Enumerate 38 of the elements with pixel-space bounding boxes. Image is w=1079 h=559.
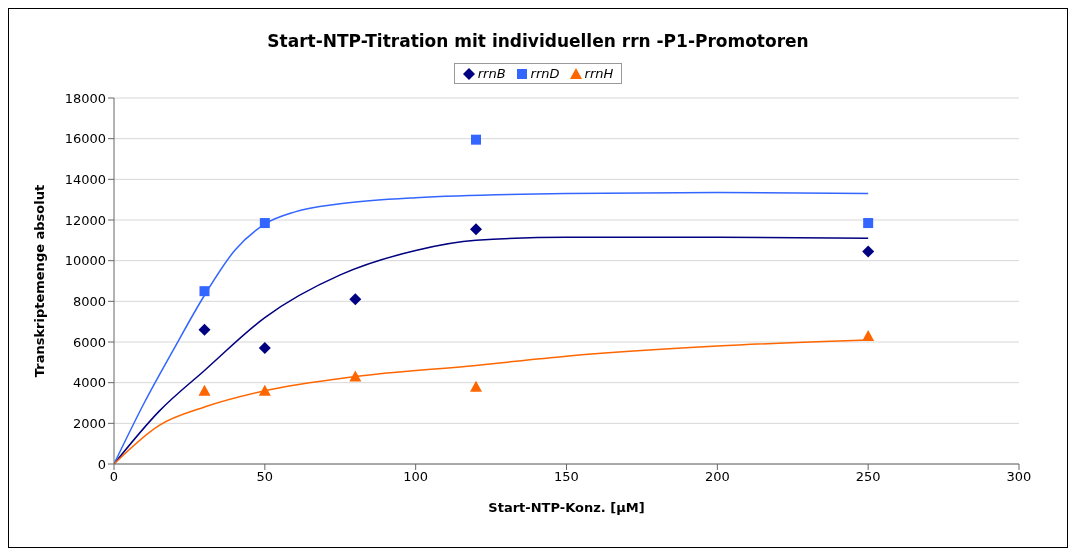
x-tick-label: 200: [704, 469, 730, 485]
x-axis-title: Start-NTP-Konz. [µM]: [488, 500, 645, 515]
line-series: [114, 191, 869, 464]
point: [349, 370, 362, 382]
x-tick-label: 150: [554, 469, 579, 485]
legend-label: rrnD: [529, 66, 560, 81]
point: [259, 218, 270, 229]
point: [198, 323, 211, 336]
y-tick-label: 14000: [64, 171, 106, 187]
y-tick-label: 4000: [72, 375, 106, 391]
point: [258, 384, 271, 396]
point: [471, 134, 481, 145]
x-tick-label: 250: [855, 469, 881, 485]
point: [199, 286, 210, 297]
y-tick-label: 0: [97, 456, 106, 472]
y-axis-title: Transkriptemenge absolut: [31, 184, 47, 378]
x-tick-label: 50: [256, 469, 274, 485]
x-tick-label: 0: [109, 469, 119, 485]
legend-label: rrnH: [583, 66, 614, 81]
x-tick-label: 100: [403, 469, 429, 485]
point: [862, 329, 875, 341]
y-tick-label: 18000: [64, 90, 106, 106]
point: [470, 223, 482, 236]
point: [470, 380, 482, 392]
chart-title: Start-NTP-Titration mit individuellen rrn -P1-Promotoren: [266, 30, 810, 51]
y-tick-label: 8000: [72, 293, 106, 309]
point: [862, 245, 875, 258]
point: [863, 218, 874, 229]
y-tick-label: 10000: [64, 253, 106, 269]
point: [258, 342, 271, 355]
point: [198, 384, 211, 396]
x-tick-label: 300: [1006, 469, 1032, 485]
y-tick-label: 12000: [64, 212, 106, 228]
legend-label: rrnB: [476, 66, 506, 81]
y-tick-label: 16000: [64, 131, 106, 147]
y-tick-label: 6000: [72, 334, 106, 350]
point: [349, 293, 362, 306]
y-tick-label: 2000: [72, 415, 106, 431]
